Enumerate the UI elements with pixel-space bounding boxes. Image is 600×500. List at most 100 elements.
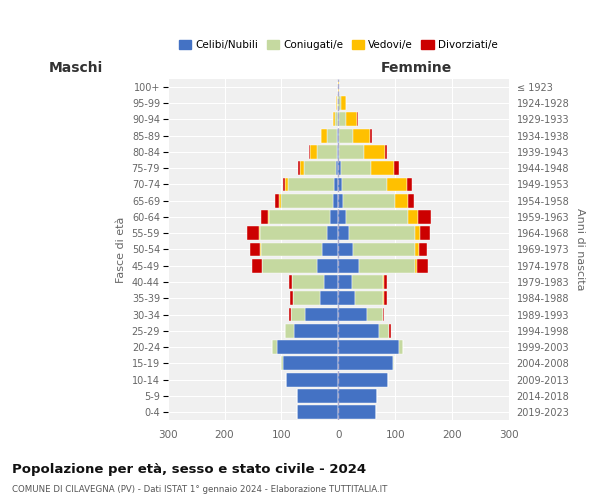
- Bar: [383, 308, 384, 322]
- Bar: [346, 210, 408, 224]
- Bar: [260, 242, 261, 256]
- Bar: [317, 145, 337, 159]
- Bar: [338, 372, 388, 386]
- Bar: [343, 194, 395, 207]
- Bar: [283, 356, 338, 370]
- Bar: [337, 145, 338, 159]
- Bar: [339, 112, 346, 126]
- Bar: [269, 210, 331, 224]
- Bar: [340, 128, 353, 142]
- Bar: [289, 275, 292, 289]
- Bar: [338, 340, 398, 354]
- Bar: [340, 145, 364, 159]
- Bar: [323, 275, 338, 289]
- Bar: [385, 275, 386, 289]
- Bar: [379, 324, 389, 338]
- Bar: [260, 226, 327, 240]
- Bar: [338, 259, 359, 272]
- Bar: [250, 242, 260, 256]
- Bar: [417, 259, 428, 272]
- Bar: [370, 128, 373, 142]
- Bar: [327, 128, 337, 142]
- Bar: [289, 308, 290, 322]
- Bar: [393, 356, 394, 370]
- Bar: [419, 242, 427, 256]
- Bar: [355, 292, 383, 305]
- Bar: [281, 194, 333, 207]
- Bar: [346, 112, 357, 126]
- Bar: [349, 226, 415, 240]
- Bar: [415, 242, 419, 256]
- Bar: [337, 128, 338, 142]
- Bar: [327, 226, 338, 240]
- Bar: [338, 242, 353, 256]
- Bar: [338, 145, 340, 159]
- Bar: [338, 226, 349, 240]
- Legend: Celibi/Nubili, Coniugati/e, Vedovi/e, Divorziati/e: Celibi/Nubili, Coniugati/e, Vedovi/e, Di…: [175, 36, 502, 54]
- Bar: [383, 275, 385, 289]
- Bar: [268, 210, 269, 224]
- Bar: [338, 324, 379, 338]
- Bar: [415, 259, 417, 272]
- Bar: [285, 324, 294, 338]
- Bar: [290, 308, 305, 322]
- Bar: [272, 340, 277, 354]
- Bar: [247, 226, 259, 240]
- Bar: [294, 324, 338, 338]
- Bar: [337, 96, 338, 110]
- Bar: [338, 389, 377, 403]
- Bar: [338, 128, 340, 142]
- Bar: [299, 161, 304, 175]
- Bar: [364, 145, 385, 159]
- Bar: [298, 161, 299, 175]
- Bar: [310, 145, 317, 159]
- Bar: [408, 194, 414, 207]
- Bar: [283, 178, 285, 192]
- Bar: [389, 324, 391, 338]
- Bar: [333, 194, 338, 207]
- Bar: [331, 210, 338, 224]
- Bar: [275, 194, 279, 207]
- Bar: [290, 292, 293, 305]
- Bar: [321, 128, 327, 142]
- Bar: [292, 275, 323, 289]
- Bar: [338, 275, 352, 289]
- Y-axis label: Fasce di età: Fasce di età: [116, 216, 126, 282]
- Bar: [341, 96, 346, 110]
- Bar: [253, 259, 262, 272]
- Bar: [309, 145, 310, 159]
- Bar: [387, 178, 407, 192]
- Bar: [338, 356, 393, 370]
- Bar: [262, 259, 317, 272]
- Bar: [320, 292, 338, 305]
- Bar: [338, 161, 341, 175]
- Bar: [353, 128, 370, 142]
- Bar: [342, 178, 387, 192]
- Bar: [359, 259, 415, 272]
- Bar: [336, 96, 337, 110]
- Bar: [286, 372, 338, 386]
- Bar: [415, 226, 420, 240]
- Bar: [338, 210, 346, 224]
- Bar: [298, 389, 338, 403]
- Bar: [385, 145, 387, 159]
- Bar: [338, 292, 355, 305]
- Bar: [384, 292, 386, 305]
- Bar: [334, 178, 338, 192]
- Bar: [353, 242, 415, 256]
- Text: Femmine: Femmine: [381, 62, 452, 76]
- Bar: [408, 210, 418, 224]
- Bar: [335, 112, 338, 126]
- Bar: [394, 161, 398, 175]
- Text: Popolazione per età, sesso e stato civile - 2024: Popolazione per età, sesso e stato civil…: [12, 462, 366, 475]
- Bar: [383, 292, 384, 305]
- Bar: [298, 405, 338, 419]
- Bar: [338, 178, 342, 192]
- Bar: [261, 242, 322, 256]
- Bar: [332, 112, 335, 126]
- Bar: [357, 112, 358, 126]
- Bar: [279, 194, 281, 207]
- Bar: [352, 275, 383, 289]
- Bar: [338, 308, 367, 322]
- Y-axis label: Anni di nascita: Anni di nascita: [575, 208, 585, 290]
